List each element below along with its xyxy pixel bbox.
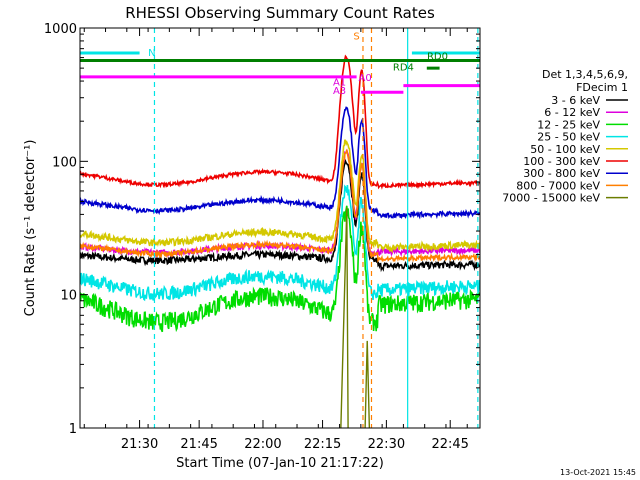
legend-label-0: 3 - 6 keV: [551, 94, 600, 107]
legend-label-5: 100 - 300 keV: [523, 155, 600, 168]
legend-label-8: 7000 - 15000 keV: [502, 192, 600, 205]
timestamp: 13-Oct-2021 15:45: [560, 468, 636, 477]
chart-title: RHESSI Observing Summary Count Rates: [125, 4, 435, 22]
legend-header-1: FDecim 1: [576, 81, 628, 94]
y-tick-label-1: 10: [60, 289, 77, 304]
y-tick-label-2: 100: [52, 155, 77, 170]
series-line-4: [80, 139, 480, 254]
flag-text-1: RD0: [427, 52, 448, 63]
series-line-2: [80, 205, 480, 333]
series-line-7: [80, 148, 480, 264]
flag-label-0: N: [148, 48, 155, 59]
x-tick-label-3: 22:15: [304, 437, 341, 452]
x-tick-label-2: 22:00: [244, 437, 281, 452]
legend-label-1: 6 - 12 keV: [544, 106, 600, 119]
legend-header-0: Det 1,3,4,5,6,9,: [542, 68, 628, 81]
flag-text-5: A0: [359, 73, 372, 84]
x-tick-label-0: 21:30: [121, 437, 158, 452]
x-tick-label-1: 21:45: [180, 437, 217, 452]
x-axis-label: Start Time (07-Jan-10 21:17:22): [176, 456, 384, 471]
flag-text-3: A1: [333, 78, 346, 89]
legend-label-2: 12 - 25 keV: [537, 118, 600, 131]
series-line-0: [80, 158, 480, 273]
series-line-5: [80, 54, 480, 190]
legend-label-6: 300 - 800 keV: [523, 167, 600, 180]
axes: 1 10 100 1000 21:30 21:45 22:00 22:15 22:30 22:45: [44, 22, 481, 452]
legend-label-4: 50 - 100 keV: [530, 143, 600, 156]
series-line-3: [80, 184, 480, 302]
x-tick-label-5: 22:45: [431, 437, 468, 452]
legend-label-7: 800 - 7000 keV: [516, 179, 600, 192]
flag-text-0: S: [353, 31, 359, 42]
series-line-8: [340, 207, 371, 428]
y-axis-label: Count Rate (s⁻¹ detector⁻¹): [23, 140, 38, 317]
flag-text-4: A3: [333, 86, 346, 97]
series-line-6: [80, 106, 480, 220]
legend-label-3: 25 - 50 keV: [537, 131, 600, 144]
flag-text-2: RD4: [393, 63, 414, 74]
x-tick-label-4: 22:30: [368, 437, 405, 452]
y-tick-label-3: 1000: [44, 22, 77, 37]
y-tick-label-0: 1: [69, 422, 77, 437]
